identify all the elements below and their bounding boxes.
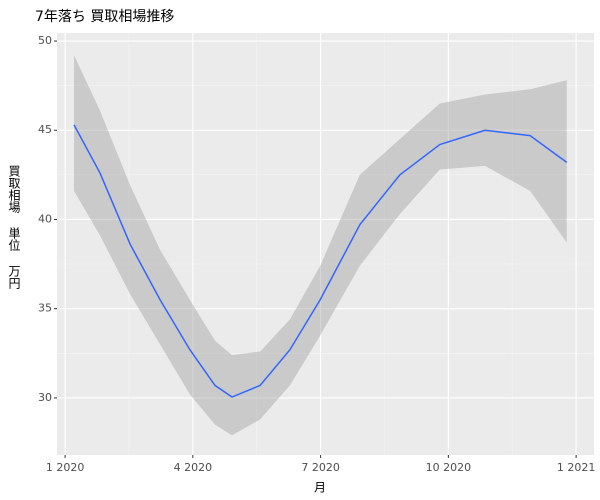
y-tick-label: 30 [38,391,52,404]
y-tick-label: 50 [38,34,52,47]
y-tick-label: 35 [38,302,52,315]
confidence-band [74,55,567,436]
x-tick-label: 1 2020 [46,461,85,474]
x-tick-label: 7 2020 [301,461,340,474]
smooth-line [73,124,568,398]
x-tick-label: 4 2020 [174,461,213,474]
panel [57,33,594,455]
y-tick-label: 45 [38,123,52,136]
y-axis-title: 買取相場 単位 万円 [7,165,21,289]
y-tick-label: 40 [38,212,52,225]
chart-title: 7年落ち 買取相場推移 [35,9,174,25]
x-axis-title: 月 [314,481,326,495]
x-tick-label: 10 2020 [426,461,472,474]
x-tick-label: 1 2021 [557,461,596,474]
